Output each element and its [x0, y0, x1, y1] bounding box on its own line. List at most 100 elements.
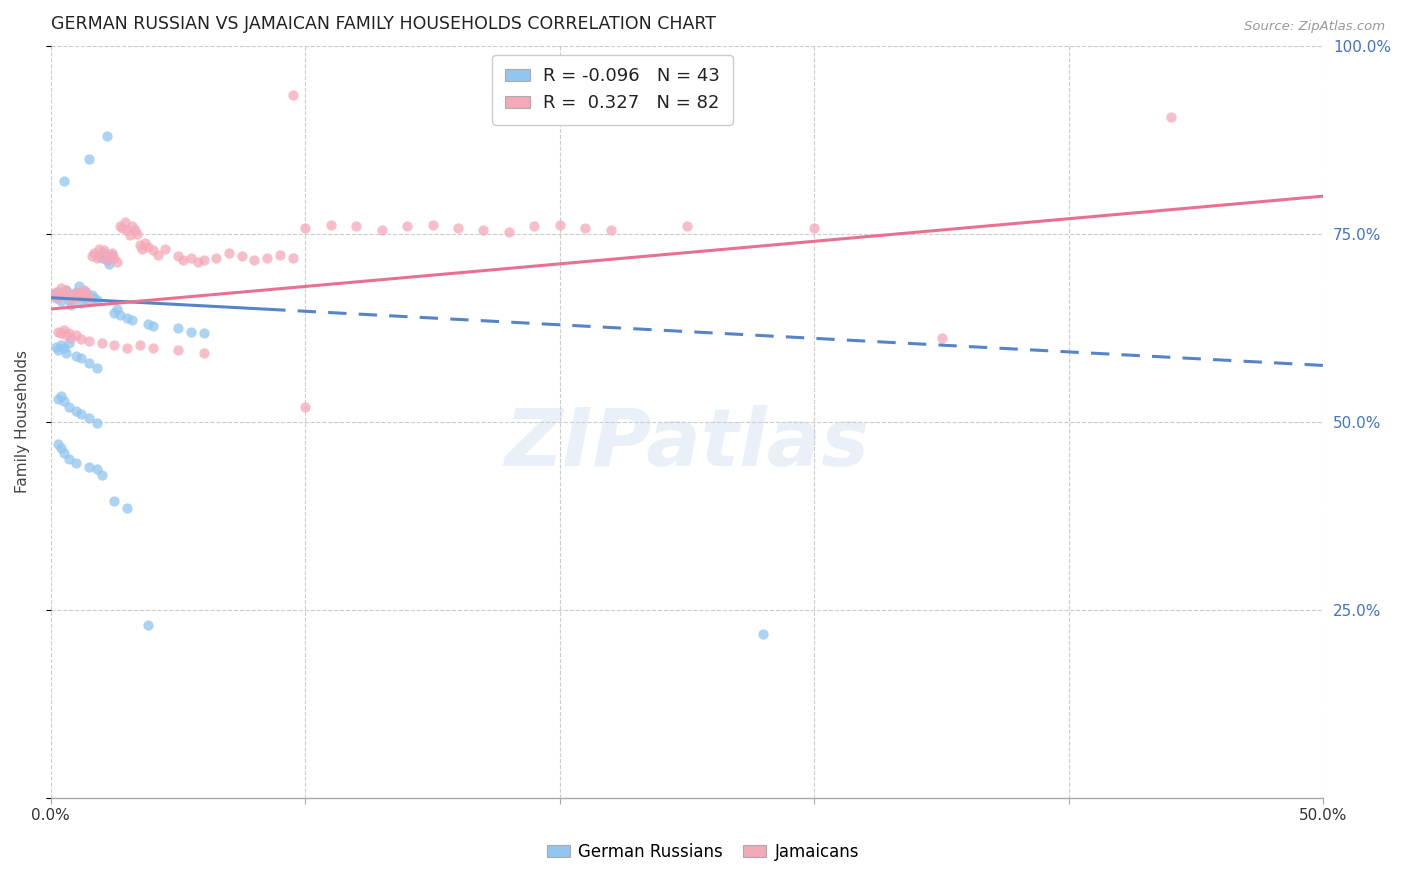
Point [752, 627, 775, 641]
Point [396, 219, 419, 234]
Point [48, 325, 70, 339]
Text: GERMAN RUSSIAN VS JAMAICAN FAMILY HOUSEHOLDS CORRELATION CHART: GERMAN RUSSIAN VS JAMAICAN FAMILY HOUSEH… [51, 15, 716, 33]
Point [48, 285, 70, 300]
Point [45, 340, 67, 354]
Point [77, 294, 100, 309]
Point [86, 251, 108, 265]
Point [83, 291, 105, 305]
Point [370, 223, 392, 237]
Point [101, 245, 124, 260]
Point [73, 283, 96, 297]
Point [105, 301, 128, 316]
Point [127, 227, 149, 241]
Point [319, 218, 342, 232]
Point [98, 249, 121, 263]
Point [58, 452, 80, 467]
Point [60, 298, 83, 312]
Point [52, 174, 75, 188]
Point [89, 242, 111, 256]
Point [70, 288, 93, 302]
Point [344, 219, 367, 234]
Point [42, 287, 65, 301]
Point [103, 251, 125, 265]
Point [67, 285, 90, 300]
Point [108, 308, 131, 322]
Point [77, 334, 100, 348]
Point [86, 461, 108, 475]
Point [447, 220, 470, 235]
Point [103, 494, 125, 508]
Point [45, 285, 67, 300]
Point [931, 330, 953, 344]
Point [83, 245, 105, 260]
Point [98, 257, 121, 271]
Point [136, 618, 159, 632]
Point [124, 223, 146, 237]
Point [77, 356, 100, 370]
Point [218, 245, 240, 260]
Point [422, 218, 444, 232]
Point [96, 128, 118, 143]
Point [48, 291, 70, 305]
Point [193, 326, 215, 340]
Point [48, 392, 70, 407]
Point [96, 253, 118, 268]
Point [49, 281, 72, 295]
Point [65, 291, 87, 305]
Point [142, 318, 165, 333]
Point [90, 335, 112, 350]
Point [115, 341, 138, 355]
Point [180, 251, 202, 265]
Point [548, 218, 571, 232]
Point [70, 408, 93, 422]
Point [523, 219, 546, 234]
Point [77, 411, 100, 425]
Point [60, 293, 83, 307]
Point [129, 238, 152, 252]
Point [58, 288, 80, 302]
Point [172, 253, 194, 268]
Point [49, 441, 72, 455]
Point [62, 287, 84, 301]
Point [256, 251, 278, 265]
Point [114, 215, 136, 229]
Point [77, 152, 100, 166]
Point [146, 248, 169, 262]
Point [96, 253, 118, 268]
Point [115, 223, 138, 237]
Point [136, 240, 159, 254]
Text: Source: ZipAtlas.com: Source: ZipAtlas.com [1244, 20, 1385, 33]
Point [193, 253, 215, 268]
Point [49, 294, 72, 309]
Point [65, 285, 87, 300]
Legend: German Russians, Jamaicans: German Russians, Jamaicans [540, 837, 866, 868]
Point [52, 341, 75, 355]
Point [48, 343, 70, 358]
Point [55, 345, 77, 359]
Point [86, 293, 108, 307]
Point [472, 223, 495, 237]
Point [62, 287, 84, 301]
Point [105, 255, 128, 269]
Point [52, 323, 75, 337]
Point [294, 220, 316, 235]
Point [803, 220, 825, 235]
Point [111, 220, 134, 235]
Point [599, 223, 621, 237]
Point [75, 285, 97, 299]
Point [498, 225, 520, 239]
Point [60, 330, 83, 344]
Point [77, 460, 100, 475]
Point [155, 242, 177, 256]
Point [167, 249, 190, 263]
Point [90, 248, 112, 262]
Point [67, 279, 90, 293]
Point [187, 255, 209, 269]
Point [115, 501, 138, 516]
Point [103, 338, 125, 352]
Point [58, 326, 80, 340]
Point [90, 467, 112, 482]
Point [193, 345, 215, 359]
Point [93, 245, 115, 260]
Point [86, 417, 108, 431]
